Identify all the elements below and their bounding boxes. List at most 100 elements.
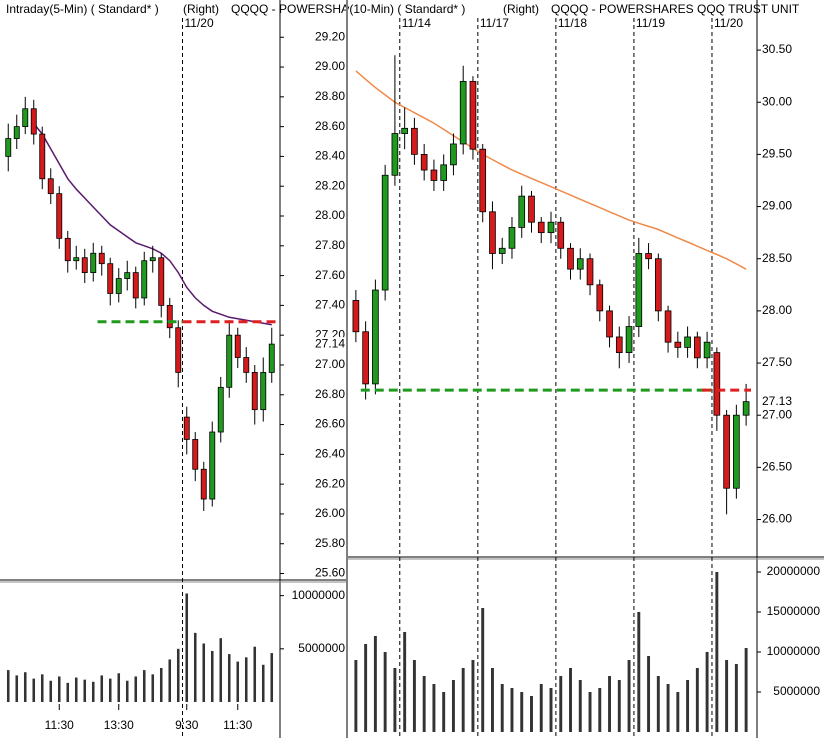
candle-body xyxy=(73,257,80,262)
candle-body xyxy=(166,304,173,329)
day-label: 11/20 xyxy=(185,16,214,30)
candle-body xyxy=(124,272,131,279)
candle-body xyxy=(372,289,379,385)
candle-body xyxy=(5,138,12,157)
y-tick-label: 25.80 xyxy=(315,536,345,550)
candle-body xyxy=(226,334,233,388)
candle-body xyxy=(260,372,267,411)
candle-body xyxy=(391,133,399,176)
candle-body xyxy=(401,127,408,134)
candle-body xyxy=(694,336,701,359)
candle-body xyxy=(742,401,750,416)
candle-body xyxy=(430,169,438,181)
candle-body xyxy=(625,326,633,354)
candle-body xyxy=(596,284,604,312)
candle-body xyxy=(183,416,190,440)
y-tick-label: 26.20 xyxy=(315,476,345,490)
candle-body xyxy=(713,352,721,416)
y-tick-label: 28.20 xyxy=(315,178,345,192)
candle-body xyxy=(64,237,71,262)
chart-symbol: QQQQ - POWERSHARES QQQ TRUST UNIT xyxy=(231,2,480,16)
y-tick-label: 27.60 xyxy=(315,268,345,282)
last-price-label: 27.14 xyxy=(315,336,345,350)
candle-body xyxy=(243,357,250,373)
candle-body xyxy=(469,80,477,150)
chart-symbol: QQQQ - POWERSHARES QQQ TRUST UNIT xyxy=(551,2,800,16)
candle-body xyxy=(645,253,652,260)
y-tick-label: 26.50 xyxy=(762,460,792,474)
candle-body xyxy=(674,341,682,348)
y-tick-label: 29.20 xyxy=(315,29,345,43)
candle-body xyxy=(362,331,369,385)
candle-body xyxy=(209,431,216,500)
last-price-label: 27.13 xyxy=(762,394,792,408)
candle-body xyxy=(576,258,584,270)
candle-body xyxy=(98,252,105,265)
volume-tick-label: 5000000 xyxy=(773,684,820,698)
window-5min: Intraday(5-Min) ( Standard* ) (Right) QQQQ… xyxy=(0,0,480,738)
candle-body xyxy=(537,221,545,234)
y-tick-label: 29.00 xyxy=(762,199,792,213)
candle-body xyxy=(234,334,241,358)
volume-tick-label: 15000000 xyxy=(767,604,821,618)
candle-body xyxy=(107,263,114,294)
candle-body xyxy=(192,439,199,470)
candle-body xyxy=(56,193,63,239)
volume-tick-label: 10000000 xyxy=(292,588,346,602)
candle-body xyxy=(381,174,389,291)
window-10min: Intraday(10-Min) ( Standard* ) (Right) QQQ… xyxy=(306,0,824,738)
day-label: 11/17 xyxy=(480,16,509,30)
candle-body xyxy=(459,80,467,145)
candle-body xyxy=(440,164,448,181)
candle-body xyxy=(149,257,156,262)
candle-body xyxy=(508,227,516,249)
candle-body xyxy=(528,195,535,223)
candle-body xyxy=(635,253,643,327)
y-tick-label: 27.00 xyxy=(762,407,792,421)
candle-body xyxy=(586,258,594,286)
candle-body xyxy=(518,195,526,228)
candle-body xyxy=(615,336,623,354)
y-tick-label: 29.50 xyxy=(762,147,792,161)
candle-body xyxy=(268,343,275,373)
y-tick-label: 27.40 xyxy=(315,298,345,312)
candle-body xyxy=(90,252,97,274)
candle-body xyxy=(684,336,691,348)
y-tick-label: 27.00 xyxy=(315,357,345,371)
candle-body xyxy=(81,257,88,274)
day-label: 11/20 xyxy=(714,16,743,30)
candle-body xyxy=(489,211,496,254)
y-tick-label: 29.00 xyxy=(315,59,345,73)
candle-body xyxy=(411,127,418,155)
candle-body xyxy=(733,414,740,489)
y-tick-label: 28.40 xyxy=(315,149,345,163)
candle-body xyxy=(22,108,29,128)
volume-tick-label: 20000000 xyxy=(767,564,821,578)
candle-body xyxy=(479,148,487,213)
volume-tick-label: 10000000 xyxy=(767,644,821,658)
candle-body xyxy=(654,258,662,312)
chart-title: Intraday(10-Min) ( Standard* ) xyxy=(306,2,465,16)
moving-average xyxy=(355,70,747,270)
x-tick-label: 13:30 xyxy=(104,718,134,732)
candle-body xyxy=(251,372,258,411)
candle-body xyxy=(723,414,730,489)
y-tick-label: 30.50 xyxy=(762,42,792,56)
day-label: 11/14 xyxy=(402,16,431,30)
x-tick-label: 11:30 xyxy=(223,718,252,732)
candle-body xyxy=(158,257,165,306)
y-tick-label: 28.50 xyxy=(762,251,792,265)
candle-body xyxy=(175,327,182,373)
y-tick-label: 26.40 xyxy=(315,447,345,461)
y-tick-label: 28.80 xyxy=(315,89,345,103)
y-tick-label: 26.80 xyxy=(315,387,345,401)
candle-body xyxy=(498,247,506,254)
x-tick-label: 11:30 xyxy=(45,718,74,732)
candle-body xyxy=(352,300,360,333)
last-price-box xyxy=(761,394,795,409)
candle-body xyxy=(557,221,565,249)
y-tick-label: 30.00 xyxy=(762,94,792,108)
y-tick-label: 28.60 xyxy=(315,119,345,133)
